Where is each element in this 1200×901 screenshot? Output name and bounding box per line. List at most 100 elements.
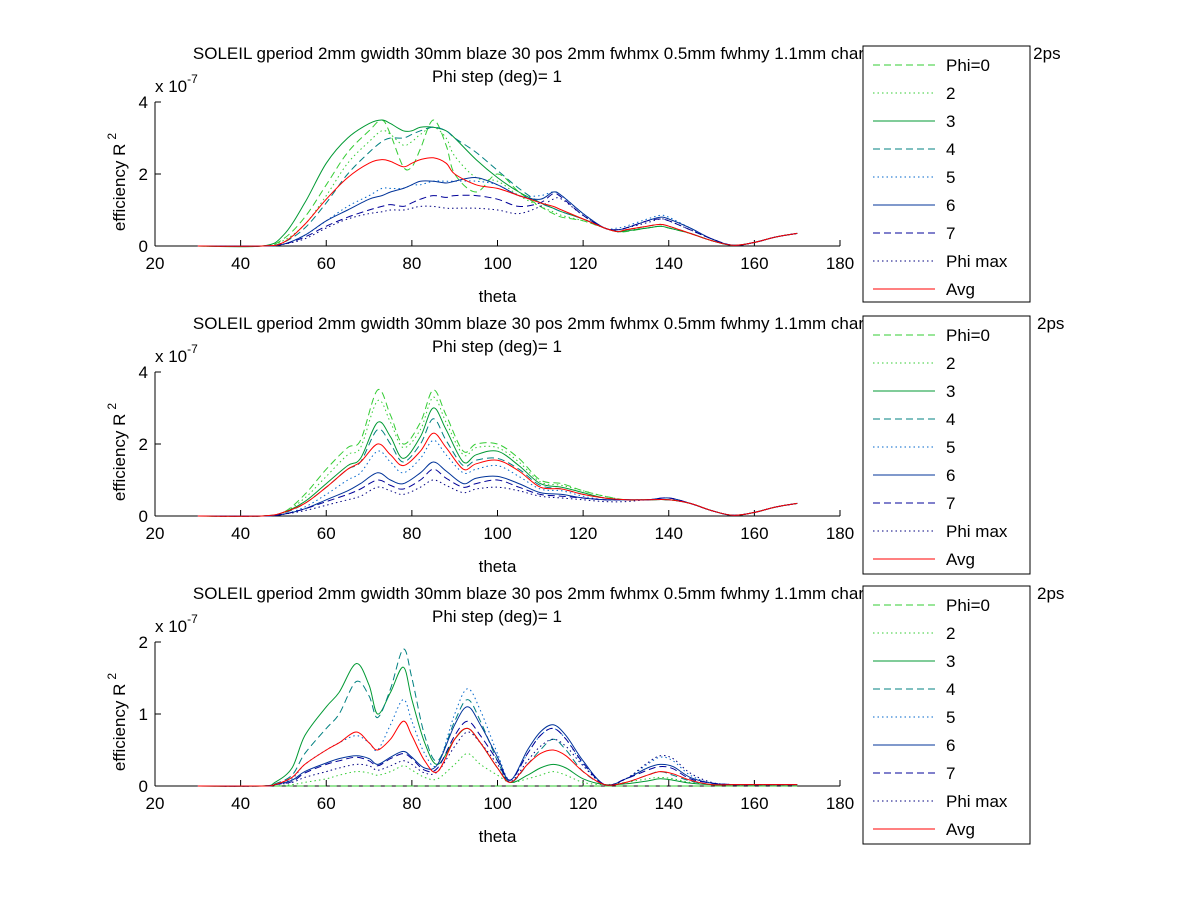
y-exponent-label: x 10-7 (155, 612, 198, 636)
x-tick-label: 160 (740, 254, 768, 273)
x-tick-label: 40 (231, 794, 250, 813)
y-axis-label-superscript: 2 (105, 133, 119, 140)
x-tick-label: 120 (569, 254, 597, 273)
x-tick-label: 140 (655, 524, 683, 543)
x-axis-label: theta (479, 287, 517, 306)
chart-panel-3: SOLEIL gperiod 2mm gwidth 30mm blaze 30 … (105, 584, 1064, 846)
x-tick-label: 80 (402, 794, 421, 813)
legend-box (862, 315, 1031, 575)
series-line-1 (197, 389, 798, 517)
y-axis-label: efficiency R 2 (105, 673, 129, 772)
legend-label: Phi max (946, 792, 1008, 811)
y-tick-label: 1 (139, 705, 148, 724)
y-exponent-power: -7 (187, 72, 198, 86)
legend-label: 5 (946, 708, 955, 727)
series-line-8 (197, 197, 798, 247)
legend-label: 2 (946, 624, 955, 643)
series-line-2 (197, 126, 798, 247)
chart-title: SOLEIL gperiod 2mm gwidth 30mm blaze 30 … (193, 44, 897, 63)
legend: Phi=0 2 3 4 5 6 7 Phi max Avg (862, 45, 1031, 303)
legend-label: Phi=0 (946, 56, 990, 75)
x-tick-label: 120 (569, 524, 597, 543)
legend-label: Avg (946, 550, 975, 569)
legend-label: 4 (946, 140, 955, 159)
x-tick-label: 80 (402, 524, 421, 543)
y-tick-label: 0 (139, 507, 148, 526)
legend-label: Phi=0 (946, 596, 990, 615)
x-tick-label: 180 (826, 794, 854, 813)
y-exponent-base: x 10 (155, 347, 187, 366)
series-line-8 (197, 731, 798, 787)
x-tick-label: 100 (483, 524, 511, 543)
y-exponent-power: -7 (187, 612, 198, 626)
legend-label: Avg (946, 820, 975, 839)
series-line-4 (197, 126, 798, 247)
y-tick-label: 2 (139, 633, 148, 652)
series-line-9 (197, 157, 798, 247)
chart-title: SOLEIL gperiod 2mm gwidth 30mm blaze 30 … (193, 314, 897, 333)
y-tick-label: 2 (139, 165, 148, 184)
y-axis-label-main: efficiency R (110, 144, 129, 232)
legend-label: Avg (946, 280, 975, 299)
series-line-3 (197, 407, 798, 517)
series-line-2 (197, 396, 798, 517)
chart-subtitle: Phi step (deg)= 1 (432, 67, 562, 86)
x-tick-label: 160 (740, 524, 768, 543)
legend-label: 6 (946, 196, 955, 215)
y-tick-label: 4 (139, 93, 148, 112)
chart-title: SOLEIL gperiod 2mm gwidth 30mm blaze 30 … (193, 584, 897, 603)
x-tick-label: 20 (146, 524, 165, 543)
legend-label: 7 (946, 764, 955, 783)
chart-title-tail: 2ps (1037, 584, 1064, 603)
x-tick-label: 180 (826, 254, 854, 273)
legend-label: Phi=0 (946, 326, 990, 345)
legend-label: 5 (946, 168, 955, 187)
series-line-5 (197, 688, 798, 787)
x-tick-label: 40 (231, 254, 250, 273)
x-tick-label: 180 (826, 524, 854, 543)
series-line-6 (197, 177, 798, 247)
series-line-7 (197, 720, 798, 787)
x-axis-label: theta (479, 827, 517, 846)
legend-label: 4 (946, 410, 955, 429)
series-line-4 (197, 648, 798, 787)
y-exponent-label: x 10-7 (155, 72, 198, 96)
y-axis-label-superscript: 2 (105, 673, 119, 680)
x-tick-label: 60 (317, 254, 336, 273)
x-axis-label: theta (479, 557, 517, 576)
y-tick-label: 0 (139, 237, 148, 256)
chart-panel-2: SOLEIL gperiod 2mm gwidth 30mm blaze 30 … (105, 314, 1064, 576)
x-tick-label: 160 (740, 794, 768, 813)
y-tick-label: 4 (139, 363, 148, 382)
series-line-6 (197, 461, 798, 517)
series-line-2 (197, 753, 798, 787)
x-tick-label: 140 (655, 254, 683, 273)
series-line-1 (197, 119, 798, 248)
x-tick-label: 60 (317, 794, 336, 813)
y-axis-label: efficiency R 2 (105, 133, 129, 232)
legend-label: 3 (946, 652, 955, 671)
chart-subtitle: Phi step (deg)= 1 (432, 607, 562, 626)
chart-panel-1: SOLEIL gperiod 2mm gwidth 30mm blaze 30 … (105, 44, 1061, 306)
series-line-6 (197, 706, 798, 787)
legend-label: 5 (946, 438, 955, 457)
legend-label: 2 (946, 354, 955, 373)
y-exponent-power: -7 (187, 342, 198, 356)
legend-label: 6 (946, 736, 955, 755)
legend: Phi=0 2 3 4 5 6 7 Phi max Avg (862, 585, 1031, 845)
series-line-9 (197, 720, 798, 787)
chart-title-tail: 2ps (1037, 314, 1064, 333)
y-axis-label-main: efficiency R (110, 684, 129, 772)
x-tick-label: 100 (483, 794, 511, 813)
y-exponent-label: x 10-7 (155, 342, 198, 366)
y-axis-label: efficiency R 2 (105, 403, 129, 502)
y-axis-label-main: efficiency R (110, 414, 129, 502)
chart-subtitle: Phi step (deg)= 1 (432, 337, 562, 356)
legend-label: Phi max (946, 252, 1008, 271)
x-tick-label: 40 (231, 524, 250, 543)
legend-label: 6 (946, 466, 955, 485)
series-line-3 (197, 119, 798, 248)
legend-label: 3 (946, 112, 955, 131)
x-tick-label: 20 (146, 794, 165, 813)
